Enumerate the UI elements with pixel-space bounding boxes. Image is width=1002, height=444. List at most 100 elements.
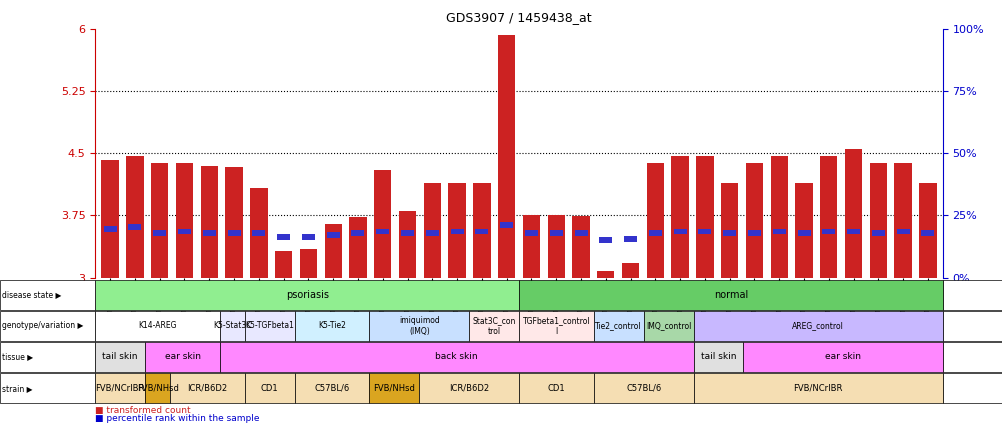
Bar — [177, 229, 190, 234]
Bar — [921, 230, 934, 236]
Bar — [646, 163, 663, 278]
Bar — [896, 229, 909, 234]
Text: K14-AREG: K14-AREG — [138, 321, 176, 330]
Bar — [695, 156, 712, 278]
Bar — [200, 166, 217, 278]
Bar — [722, 230, 735, 236]
Bar — [697, 229, 710, 234]
Text: genotype/variation ▶: genotype/variation ▶ — [2, 321, 83, 330]
Bar — [747, 230, 761, 236]
Bar — [153, 230, 166, 236]
Text: imiquimod
(IMQ): imiquimod (IMQ) — [399, 316, 439, 336]
Bar — [227, 230, 240, 236]
Bar — [621, 262, 638, 278]
Text: C57BL/6: C57BL/6 — [625, 384, 660, 392]
Text: disease state ▶: disease state ▶ — [2, 290, 61, 299]
Bar — [399, 211, 416, 278]
Bar — [844, 149, 862, 278]
Text: K5-Tie2: K5-Tie2 — [318, 321, 346, 330]
Bar — [448, 183, 465, 278]
Bar — [648, 230, 661, 236]
Text: ICR/B6D2: ICR/B6D2 — [449, 384, 489, 392]
Bar — [325, 224, 342, 278]
Bar — [249, 188, 268, 278]
Text: tail skin: tail skin — [102, 353, 138, 361]
Text: FVB/NHsd: FVB/NHsd — [136, 384, 178, 392]
Text: psoriasis: psoriasis — [286, 290, 329, 300]
Bar — [151, 163, 168, 278]
Bar — [524, 230, 537, 236]
Bar — [128, 225, 141, 230]
Text: tissue ▶: tissue ▶ — [2, 353, 33, 361]
Bar — [574, 230, 587, 236]
Text: K5-Stat3C: K5-Stat3C — [212, 321, 252, 330]
Bar — [253, 230, 266, 236]
Bar — [300, 250, 317, 278]
Text: TGFbeta1_control
l: TGFbeta1_control l — [522, 316, 589, 336]
Bar — [101, 160, 118, 278]
Bar — [745, 163, 763, 278]
Text: ■ percentile rank within the sample: ■ percentile rank within the sample — [95, 414, 260, 423]
Bar — [673, 229, 686, 234]
Bar — [374, 170, 391, 278]
Bar — [225, 167, 242, 278]
Text: ■ transformed count: ■ transformed count — [95, 406, 190, 415]
Bar — [327, 232, 340, 238]
Text: AREG_control: AREG_control — [792, 321, 844, 330]
Bar — [473, 183, 490, 278]
Text: FVB/NHsd: FVB/NHsd — [373, 384, 415, 392]
Text: tail skin: tail skin — [700, 353, 735, 361]
Bar — [797, 230, 810, 236]
Text: GDS3907 / 1459438_at: GDS3907 / 1459438_at — [446, 11, 591, 24]
Text: ICR/B6D2: ICR/B6D2 — [187, 384, 227, 392]
Bar — [202, 230, 215, 236]
Text: strain ▶: strain ▶ — [2, 384, 32, 392]
Bar — [894, 163, 911, 278]
Bar — [869, 163, 886, 278]
Text: IMQ_control: IMQ_control — [645, 321, 690, 330]
Bar — [598, 237, 611, 243]
Bar — [522, 214, 540, 278]
Bar — [426, 230, 439, 236]
Bar — [475, 229, 488, 234]
Text: FVB/NCrIBR: FVB/NCrIBR — [793, 384, 842, 392]
Bar — [349, 217, 367, 278]
Bar — [500, 222, 513, 228]
Text: C57BL/6: C57BL/6 — [315, 384, 350, 392]
Bar — [549, 230, 562, 236]
Text: FVB/NCrIBR: FVB/NCrIBR — [95, 384, 144, 392]
Text: Tie2_control: Tie2_control — [595, 321, 641, 330]
Bar — [820, 156, 837, 278]
Bar — [277, 234, 290, 240]
Bar — [772, 229, 785, 234]
Bar — [596, 271, 614, 278]
Bar — [302, 234, 315, 240]
Bar — [275, 251, 292, 278]
Bar — [126, 156, 143, 278]
Bar — [871, 230, 884, 236]
Bar — [919, 183, 936, 278]
Text: CD1: CD1 — [547, 384, 565, 392]
Bar — [847, 229, 860, 234]
Text: ear skin: ear skin — [825, 353, 861, 361]
Bar — [423, 183, 441, 278]
Bar — [720, 183, 737, 278]
Text: CD1: CD1 — [261, 384, 279, 392]
Text: K5-TGFbeta1: K5-TGFbeta1 — [245, 321, 294, 330]
Bar — [670, 156, 688, 278]
Bar — [175, 163, 193, 278]
Bar — [547, 214, 564, 278]
Text: Stat3C_con
trol: Stat3C_con trol — [472, 316, 515, 336]
Bar — [795, 183, 812, 278]
Bar — [450, 229, 463, 234]
Bar — [497, 36, 515, 278]
Bar — [351, 230, 364, 236]
Bar — [103, 226, 116, 232]
Bar — [572, 216, 589, 278]
Bar — [401, 230, 414, 236]
Bar — [376, 229, 389, 234]
Bar — [623, 236, 636, 242]
Bar — [822, 229, 835, 234]
Text: ear skin: ear skin — [164, 353, 200, 361]
Text: normal: normal — [713, 290, 747, 300]
